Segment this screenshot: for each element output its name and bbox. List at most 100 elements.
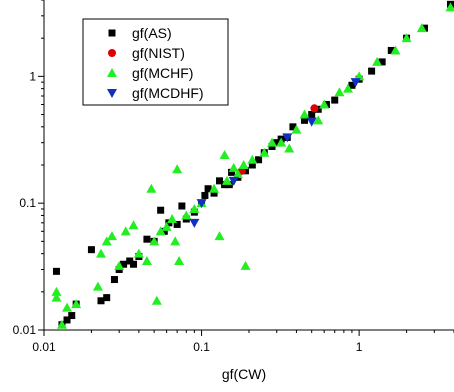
axes bbox=[38, 0, 454, 336]
point-triangle-up-2-10 bbox=[120, 226, 131, 236]
point-triangle-up-2-13 bbox=[141, 255, 152, 265]
x-tick-label: 0.1 bbox=[193, 340, 210, 354]
point-triangle-up-2-1 bbox=[51, 286, 62, 296]
point-triangle-up-2-40 bbox=[299, 109, 310, 119]
point-triangle-up-2-28 bbox=[219, 149, 230, 159]
point-triangle-up-2-31 bbox=[232, 168, 243, 178]
x-tick-label: 0.01 bbox=[32, 340, 56, 354]
point-square-0-30 bbox=[228, 168, 236, 176]
point-triangle-up-2-29 bbox=[221, 175, 232, 185]
legend-marker-0 bbox=[108, 29, 116, 37]
point-triangle-up-2-37 bbox=[276, 137, 287, 147]
legend-marker-3 bbox=[107, 89, 117, 98]
point-triangle-up-2-8 bbox=[106, 231, 117, 241]
point-triangle-up-2-49 bbox=[416, 23, 427, 33]
point-square-0-37 bbox=[273, 139, 281, 147]
point-triangle-up-2-47 bbox=[390, 45, 401, 55]
point-triangle-up-2-11 bbox=[128, 220, 139, 230]
point-square-0-7 bbox=[103, 294, 111, 302]
point-triangle-up-2-0 bbox=[51, 292, 62, 302]
point-triangle-up-2-39 bbox=[291, 124, 302, 134]
point-triangle-up-2-7 bbox=[101, 236, 112, 246]
legend-box bbox=[82, 18, 229, 106]
legend-label-2: gf(MCHF) bbox=[132, 65, 193, 81]
tick-labels: 0.01 0.1 1 0.01 0.1 1 bbox=[13, 69, 363, 354]
point-square-0-17 bbox=[160, 227, 168, 235]
point-triangle-up-2-24 bbox=[189, 203, 200, 213]
point-triangle-up-2-3 bbox=[62, 302, 73, 312]
point-triangle-up-2-5 bbox=[92, 281, 103, 291]
point-square-0-46 bbox=[348, 81, 356, 89]
point-triangle-up-2-16 bbox=[151, 295, 162, 305]
point-triangle-up-2-23 bbox=[181, 210, 192, 220]
legend-label-3: gf(MCDHF) bbox=[132, 85, 204, 101]
point-triangle-down-3-1 bbox=[196, 199, 207, 209]
point-triangle-down-3-2 bbox=[228, 176, 239, 186]
point-triangle-down-3-3 bbox=[282, 133, 293, 143]
point-triangle-down-3-5 bbox=[350, 78, 361, 88]
point-square-0-42 bbox=[308, 111, 316, 119]
point-square-0-20 bbox=[178, 202, 186, 210]
point-square-0-49 bbox=[378, 58, 386, 66]
x-tick-label: 1 bbox=[356, 340, 363, 354]
point-triangle-down-3-0 bbox=[189, 218, 200, 228]
point-square-0-5 bbox=[87, 246, 95, 254]
point-triangle-up-2-41 bbox=[313, 115, 324, 125]
point-square-0-33 bbox=[248, 161, 256, 169]
point-square-0-50 bbox=[387, 46, 395, 54]
point-square-0-6 bbox=[97, 297, 105, 305]
point-triangle-up-2-50 bbox=[445, 2, 454, 12]
point-square-0-48 bbox=[368, 67, 376, 75]
point-triangle-up-2-22 bbox=[174, 255, 185, 265]
point-circle-1-1 bbox=[310, 104, 319, 113]
point-square-0-16 bbox=[157, 206, 165, 214]
point-triangle-up-2-32 bbox=[238, 160, 249, 169]
point-triangle-up-2-21 bbox=[172, 164, 183, 174]
point-square-0-25 bbox=[204, 185, 212, 193]
point-triangle-up-2-2 bbox=[56, 319, 67, 329]
point-triangle-up-2-6 bbox=[95, 248, 106, 258]
y-tick-label: 1 bbox=[29, 69, 36, 83]
legend-label-0: gf(AS) bbox=[132, 25, 172, 41]
x-axis-title: gf(CW) bbox=[222, 366, 266, 382]
point-triangle-up-2-17 bbox=[155, 226, 166, 236]
point-triangle-up-2-36 bbox=[267, 137, 278, 147]
y-tick-label: 0.1 bbox=[19, 196, 36, 210]
y-tick-label: 0.01 bbox=[13, 323, 37, 337]
legend-marker-1 bbox=[108, 49, 116, 57]
point-triangle-up-2-48 bbox=[401, 33, 412, 43]
point-triangle-up-2-44 bbox=[343, 83, 354, 93]
point-triangle-up-2-45 bbox=[354, 71, 365, 81]
point-square-0-41 bbox=[300, 116, 308, 124]
point-square-0-2 bbox=[63, 316, 71, 324]
point-square-0-10 bbox=[120, 260, 128, 268]
point-square-0-8 bbox=[110, 276, 118, 284]
point-square-0-11 bbox=[126, 257, 134, 265]
point-triangle-up-2-14 bbox=[146, 183, 157, 193]
point-triangle-up-2-18 bbox=[161, 221, 172, 231]
point-square-0-3 bbox=[68, 312, 76, 320]
point-triangle-up-2-15 bbox=[149, 236, 160, 246]
point-square-0-34 bbox=[255, 156, 263, 164]
data-markers bbox=[51, 0, 454, 329]
point-square-0-12 bbox=[130, 260, 138, 268]
point-square-0-45 bbox=[331, 96, 339, 104]
point-triangle-up-2-19 bbox=[167, 214, 178, 224]
point-triangle-up-2-12 bbox=[133, 248, 144, 258]
point-square-0-19 bbox=[173, 220, 181, 228]
point-square-0-27 bbox=[216, 177, 224, 185]
point-triangle-up-2-27 bbox=[214, 231, 225, 241]
point-triangle-up-2-26 bbox=[209, 183, 220, 193]
point-square-0-14 bbox=[143, 235, 151, 243]
point-square-0-26 bbox=[210, 189, 218, 197]
point-triangle-up-2-30 bbox=[228, 162, 239, 172]
point-triangle-up-2-20 bbox=[170, 236, 181, 246]
point-triangle-down-3-4 bbox=[306, 117, 317, 127]
point-triangle-up-2-9 bbox=[114, 260, 125, 270]
point-square-0-0 bbox=[52, 267, 60, 275]
legend-marker-2 bbox=[107, 68, 117, 77]
point-triangle-up-2-34 bbox=[247, 154, 258, 164]
point-triangle-up-2-46 bbox=[372, 56, 383, 66]
point-square-0-40 bbox=[289, 123, 297, 131]
